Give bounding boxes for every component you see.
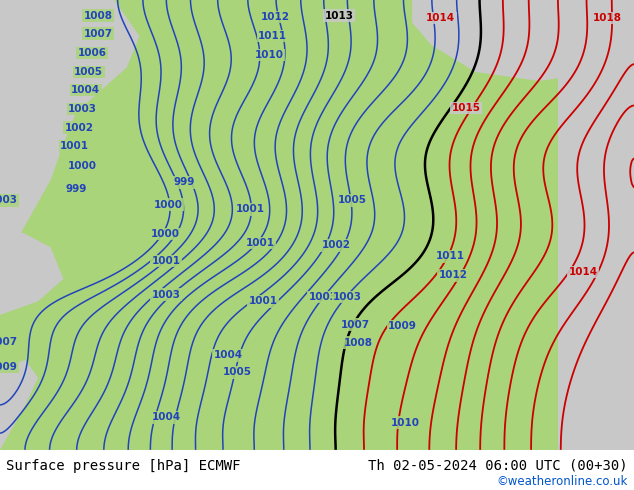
Text: 1013: 1013 <box>325 11 354 21</box>
Text: 1007: 1007 <box>84 29 113 39</box>
Text: 1003: 1003 <box>68 104 97 114</box>
Text: 1000: 1000 <box>68 161 97 172</box>
Text: 1004: 1004 <box>71 85 100 95</box>
Text: Surface pressure [hPa] ECMWF: Surface pressure [hPa] ECMWF <box>6 459 241 473</box>
Text: 1001: 1001 <box>249 296 278 306</box>
Text: 1001: 1001 <box>236 204 265 214</box>
Text: 1005: 1005 <box>337 195 366 205</box>
Text: 1011: 1011 <box>436 251 465 261</box>
Text: 999: 999 <box>173 177 195 187</box>
Text: 1006: 1006 <box>77 48 107 58</box>
Text: 1014: 1014 <box>426 13 455 23</box>
Text: 1002: 1002 <box>321 240 351 250</box>
Text: 1010: 1010 <box>391 418 420 428</box>
Polygon shape <box>0 360 38 450</box>
Text: 1012: 1012 <box>439 270 468 280</box>
Text: 1008: 1008 <box>84 11 113 21</box>
Text: 1001: 1001 <box>60 141 89 151</box>
Text: 1001: 1001 <box>245 238 275 248</box>
Text: 1007: 1007 <box>340 320 370 330</box>
Text: Th 02-05-2024 06:00 UTC (00+30): Th 02-05-2024 06:00 UTC (00+30) <box>368 459 628 473</box>
Text: 1003: 1003 <box>309 292 338 302</box>
Text: 1009: 1009 <box>388 321 417 331</box>
Text: 1001: 1001 <box>152 256 181 266</box>
Text: 1004: 1004 <box>152 413 181 422</box>
Text: 1002: 1002 <box>65 123 94 133</box>
Bar <box>558 0 634 450</box>
Text: 1003: 1003 <box>152 290 181 299</box>
Text: 1015: 1015 <box>451 103 481 113</box>
Text: 1007: 1007 <box>0 337 18 347</box>
Text: 999: 999 <box>65 184 87 194</box>
Text: 1005: 1005 <box>223 368 252 377</box>
Text: ©weatheronline.co.uk: ©weatheronline.co.uk <box>496 475 628 488</box>
Text: 1010: 1010 <box>255 50 284 60</box>
Polygon shape <box>0 225 63 315</box>
Text: 1000: 1000 <box>150 229 179 239</box>
Polygon shape <box>0 0 139 261</box>
Text: 1003: 1003 <box>333 292 362 302</box>
Text: 1018: 1018 <box>593 13 622 23</box>
Text: 1004: 1004 <box>214 350 243 360</box>
Text: 1000: 1000 <box>153 199 183 210</box>
Text: 1005: 1005 <box>74 67 103 77</box>
Text: 1014: 1014 <box>569 267 598 277</box>
Text: 1011: 1011 <box>258 31 287 41</box>
Text: 1012: 1012 <box>261 12 290 22</box>
Text: 1009: 1009 <box>0 362 18 371</box>
Text: 1003: 1003 <box>0 195 18 205</box>
Polygon shape <box>412 0 634 81</box>
Text: 1008: 1008 <box>344 338 373 348</box>
